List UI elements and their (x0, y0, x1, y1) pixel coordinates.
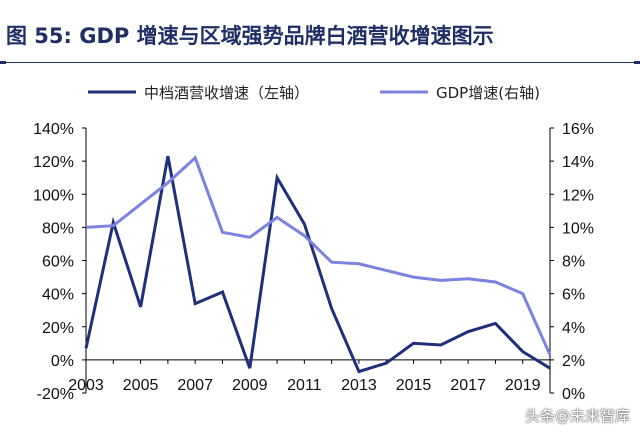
right-tick-label: 14% (562, 154, 594, 171)
divider-right-mark (634, 61, 640, 64)
series-line-1 (84, 155, 551, 374)
chart-title: 图 55: GDP 增速与区域强势品牌白酒营收增速图示 (6, 24, 494, 48)
x-tick-label: 2017 (450, 377, 486, 394)
right-tick-label: 8% (562, 254, 585, 271)
divider-left-mark (0, 61, 6, 64)
left-tick-label: 20% (42, 320, 74, 337)
x-tick-label: 2011 (287, 377, 322, 394)
left-tick-label: 140% (33, 121, 74, 138)
x-tick-label: 2003 (68, 377, 104, 394)
x-tick-label: 2005 (123, 377, 159, 394)
right-tick-label: 0% (562, 386, 585, 403)
x-tick-label: 2015 (396, 377, 432, 394)
left-tick-label: -20% (37, 386, 74, 403)
x-tick-label: 2009 (232, 377, 268, 394)
left-tick-label: 0% (51, 353, 74, 370)
right-tick-label: 16% (562, 121, 594, 138)
series-line-2 (85, 155, 552, 356)
x-tick-label: 2019 (505, 377, 541, 394)
left-tick-label: 100% (33, 187, 74, 204)
legend-label-1: 中档酒营收增速（左轴） (144, 84, 309, 102)
right-tick-label: 4% (562, 320, 585, 337)
right-tick-label: 6% (562, 287, 585, 304)
x-tick-label: 2007 (177, 377, 213, 394)
right-tick-label: 12% (562, 187, 594, 204)
left-tick-label: 120% (33, 154, 74, 171)
title-divider (0, 62, 640, 63)
left-tick-label: 80% (42, 220, 74, 237)
right-tick-label: 2% (562, 353, 585, 370)
x-tick-label: 2013 (341, 377, 377, 394)
watermark: 头条@未来智库 (524, 407, 630, 425)
left-tick-label: 40% (42, 287, 74, 304)
left-tick-label: 60% (42, 254, 74, 271)
right-tick-label: 10% (562, 220, 594, 237)
legend-label-2: GDP增速(右轴) (436, 84, 540, 102)
